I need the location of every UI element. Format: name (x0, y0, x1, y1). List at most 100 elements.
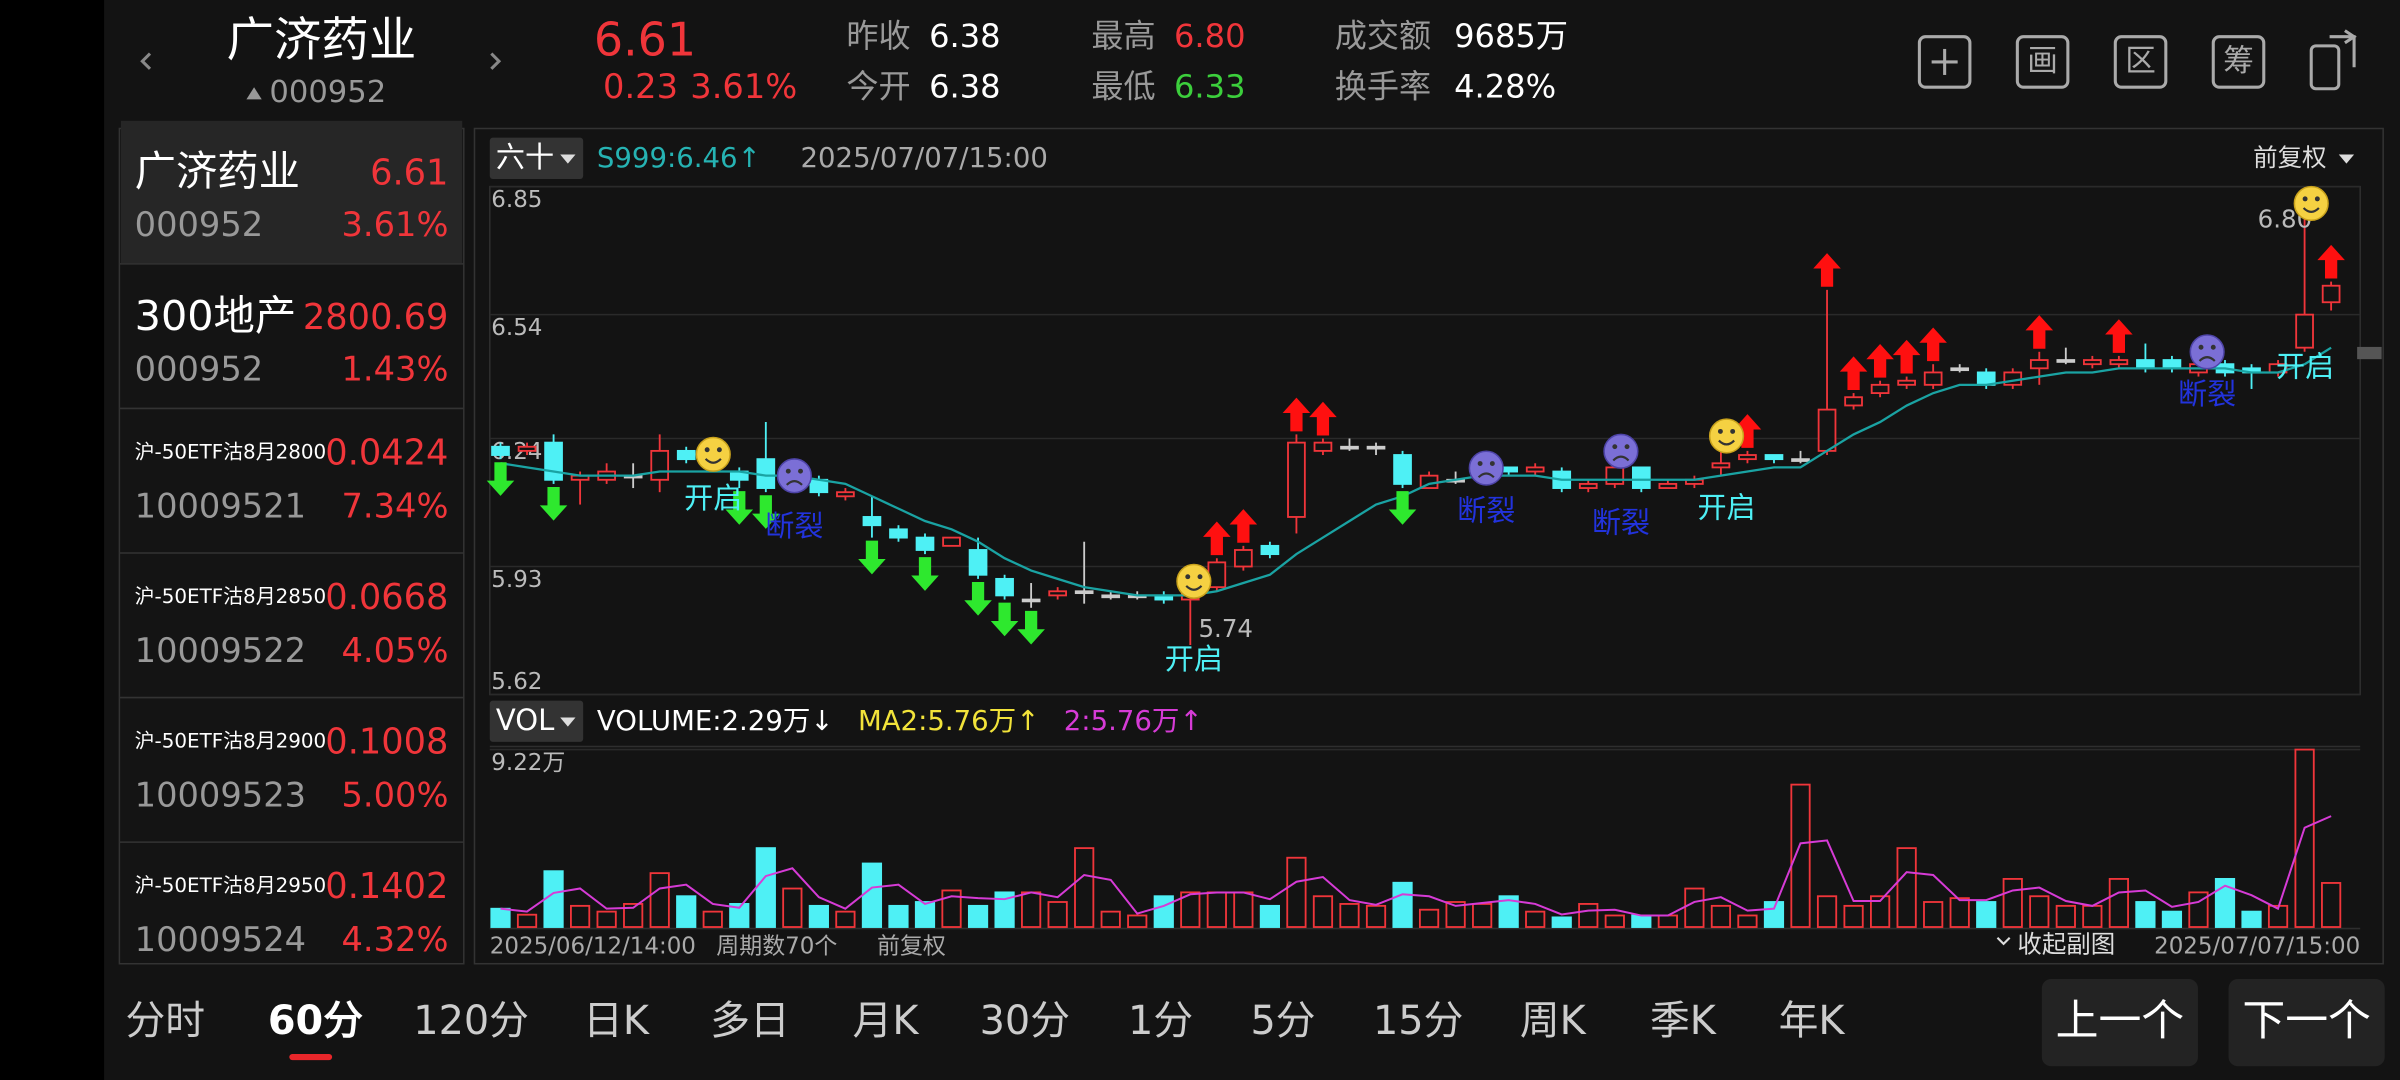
watchlist-panel (118, 127, 465, 965)
stat-label: 换手率 (1335, 68, 1431, 106)
candle-body (2136, 359, 2155, 370)
ma2-line (500, 815, 2332, 917)
switch-icon (2329, 29, 2357, 68)
volume-bar (1312, 895, 1334, 928)
volume-bar (729, 903, 750, 928)
adjust[interactable]: 前复权 (2253, 143, 2326, 172)
y-tick-label: 6.54 (491, 315, 542, 341)
period-select[interactable] (489, 137, 584, 179)
candle-body (995, 577, 1014, 597)
smiley-mouth (785, 480, 803, 486)
volume-bar (623, 903, 644, 928)
period: 六十 (496, 140, 554, 174)
item-name: 广济药业 (135, 147, 300, 195)
period-tab[interactable]: 120分 (413, 998, 529, 1044)
candle-body (2321, 284, 2341, 304)
item-name: 沪-50ETF沽8月2900 (135, 729, 327, 752)
change: 0.23 (603, 67, 678, 106)
volume-bar (1074, 847, 1095, 928)
volume-bar (888, 904, 909, 928)
period-tab[interactable]: 5分 (1251, 998, 1316, 1044)
signal-arrow-down (725, 491, 754, 525)
item-pct: 3.61% (342, 205, 449, 244)
signal-arrow-up (1813, 253, 1841, 287)
item-name: 沪-50ETF沽8月2800 (135, 440, 327, 463)
nav-button[interactable] (2041, 979, 2198, 1067)
watchlist-item-bg[interactable] (120, 120, 463, 264)
candle-body (2003, 371, 2023, 386)
smiley-eye (2198, 344, 2204, 350)
candle-body (1101, 594, 1121, 599)
smiley-eye (1489, 461, 1495, 466)
switch-icon[interactable] (2309, 44, 2341, 91)
period-tab[interactable]: 多日 (710, 998, 790, 1044)
item-pct: 4.05% (342, 631, 449, 670)
item-name: 300地产 (135, 292, 296, 340)
volume-bar (1684, 887, 1705, 928)
low-label: 5.74 (1198, 614, 1252, 643)
candle-body (1870, 383, 1890, 395)
candle-body (1234, 549, 1253, 568)
period-tab[interactable]: 15分 (1373, 998, 1463, 1044)
period-tab[interactable]: 30分 (980, 998, 1070, 1044)
item-pct: 7.34% (342, 486, 449, 525)
smiley-eye (2314, 196, 2320, 202)
smiley-eye (1717, 428, 1723, 434)
item-pct: 4.32% (342, 920, 449, 959)
period-tab[interactable]: 周K (1520, 998, 1587, 1044)
tool-button[interactable] (2113, 35, 2168, 89)
tool-label: 筹 (2223, 44, 2254, 79)
volume-bar (570, 904, 591, 928)
item-code: 10009521 (135, 486, 306, 525)
prev-stock-arrow[interactable] (140, 52, 152, 70)
next-stock-arrow[interactable] (490, 52, 502, 70)
item-code: 000952 (135, 349, 264, 388)
signal-arrow-up (1282, 397, 1311, 432)
period-tab[interactable]: 季K (1650, 998, 1717, 1044)
stat-value: 4.28% (1454, 68, 1556, 106)
period-tab[interactable]: 月K (853, 998, 920, 1044)
volume-bar (1816, 895, 1838, 928)
volume-bar (941, 889, 962, 928)
left-strip (0, 0, 105, 1080)
nav-button-label[interactable]: 下一个 (2242, 996, 2371, 1046)
smiley-sad (1468, 450, 1504, 486)
volume-bar (1923, 901, 1944, 928)
y-tick-label: 5.93 (491, 567, 542, 593)
volume-bar (490, 907, 511, 928)
dropdown-caret (560, 154, 576, 164)
period-tab[interactable]: 1分 (1128, 998, 1193, 1044)
candle-body (1340, 445, 1359, 450)
item-name: 沪-50ETF沽8月2850 (135, 585, 327, 608)
volume-bar (649, 872, 670, 928)
collapse[interactable]: 收起副图 (2017, 929, 2115, 958)
volume-bar (596, 910, 617, 928)
volume-bar (2002, 877, 2023, 928)
smiley-eye (785, 468, 791, 474)
volume-bar (2241, 910, 2262, 928)
stat-value: 6.80 (1174, 17, 1246, 55)
nav-button-label[interactable]: 上一个 (2056, 996, 2185, 1046)
stat-label: 成交额 (1335, 17, 1431, 55)
volume-bar (1790, 783, 1811, 928)
smiley-mouth (1185, 585, 1203, 591)
period-select[interactable] (489, 700, 584, 742)
period-tab[interactable]: 日K (583, 998, 650, 1044)
period-tab[interactable]: 年K (1779, 998, 1846, 1044)
smiley-eye (704, 447, 710, 453)
tool-button[interactable] (2015, 35, 2070, 89)
candle-body (2109, 359, 2129, 366)
candle-body (1791, 458, 1810, 462)
tool-button[interactable] (1917, 35, 1972, 89)
smiley-eye (2302, 196, 2308, 202)
tool-button[interactable] (2211, 35, 2266, 89)
candle-body (836, 491, 855, 498)
period-tab[interactable]: 分时 (126, 998, 206, 1044)
volume-bar (1870, 895, 1891, 928)
smiley-sad (2189, 334, 2225, 370)
stat-label: 最高 (1091, 17, 1155, 55)
y-tick-label: 5.62 (491, 669, 542, 695)
stat-value: 6.33 (1174, 68, 1246, 106)
nav-button[interactable] (2228, 979, 2385, 1067)
period-tab[interactable]: 60分 (268, 998, 363, 1044)
